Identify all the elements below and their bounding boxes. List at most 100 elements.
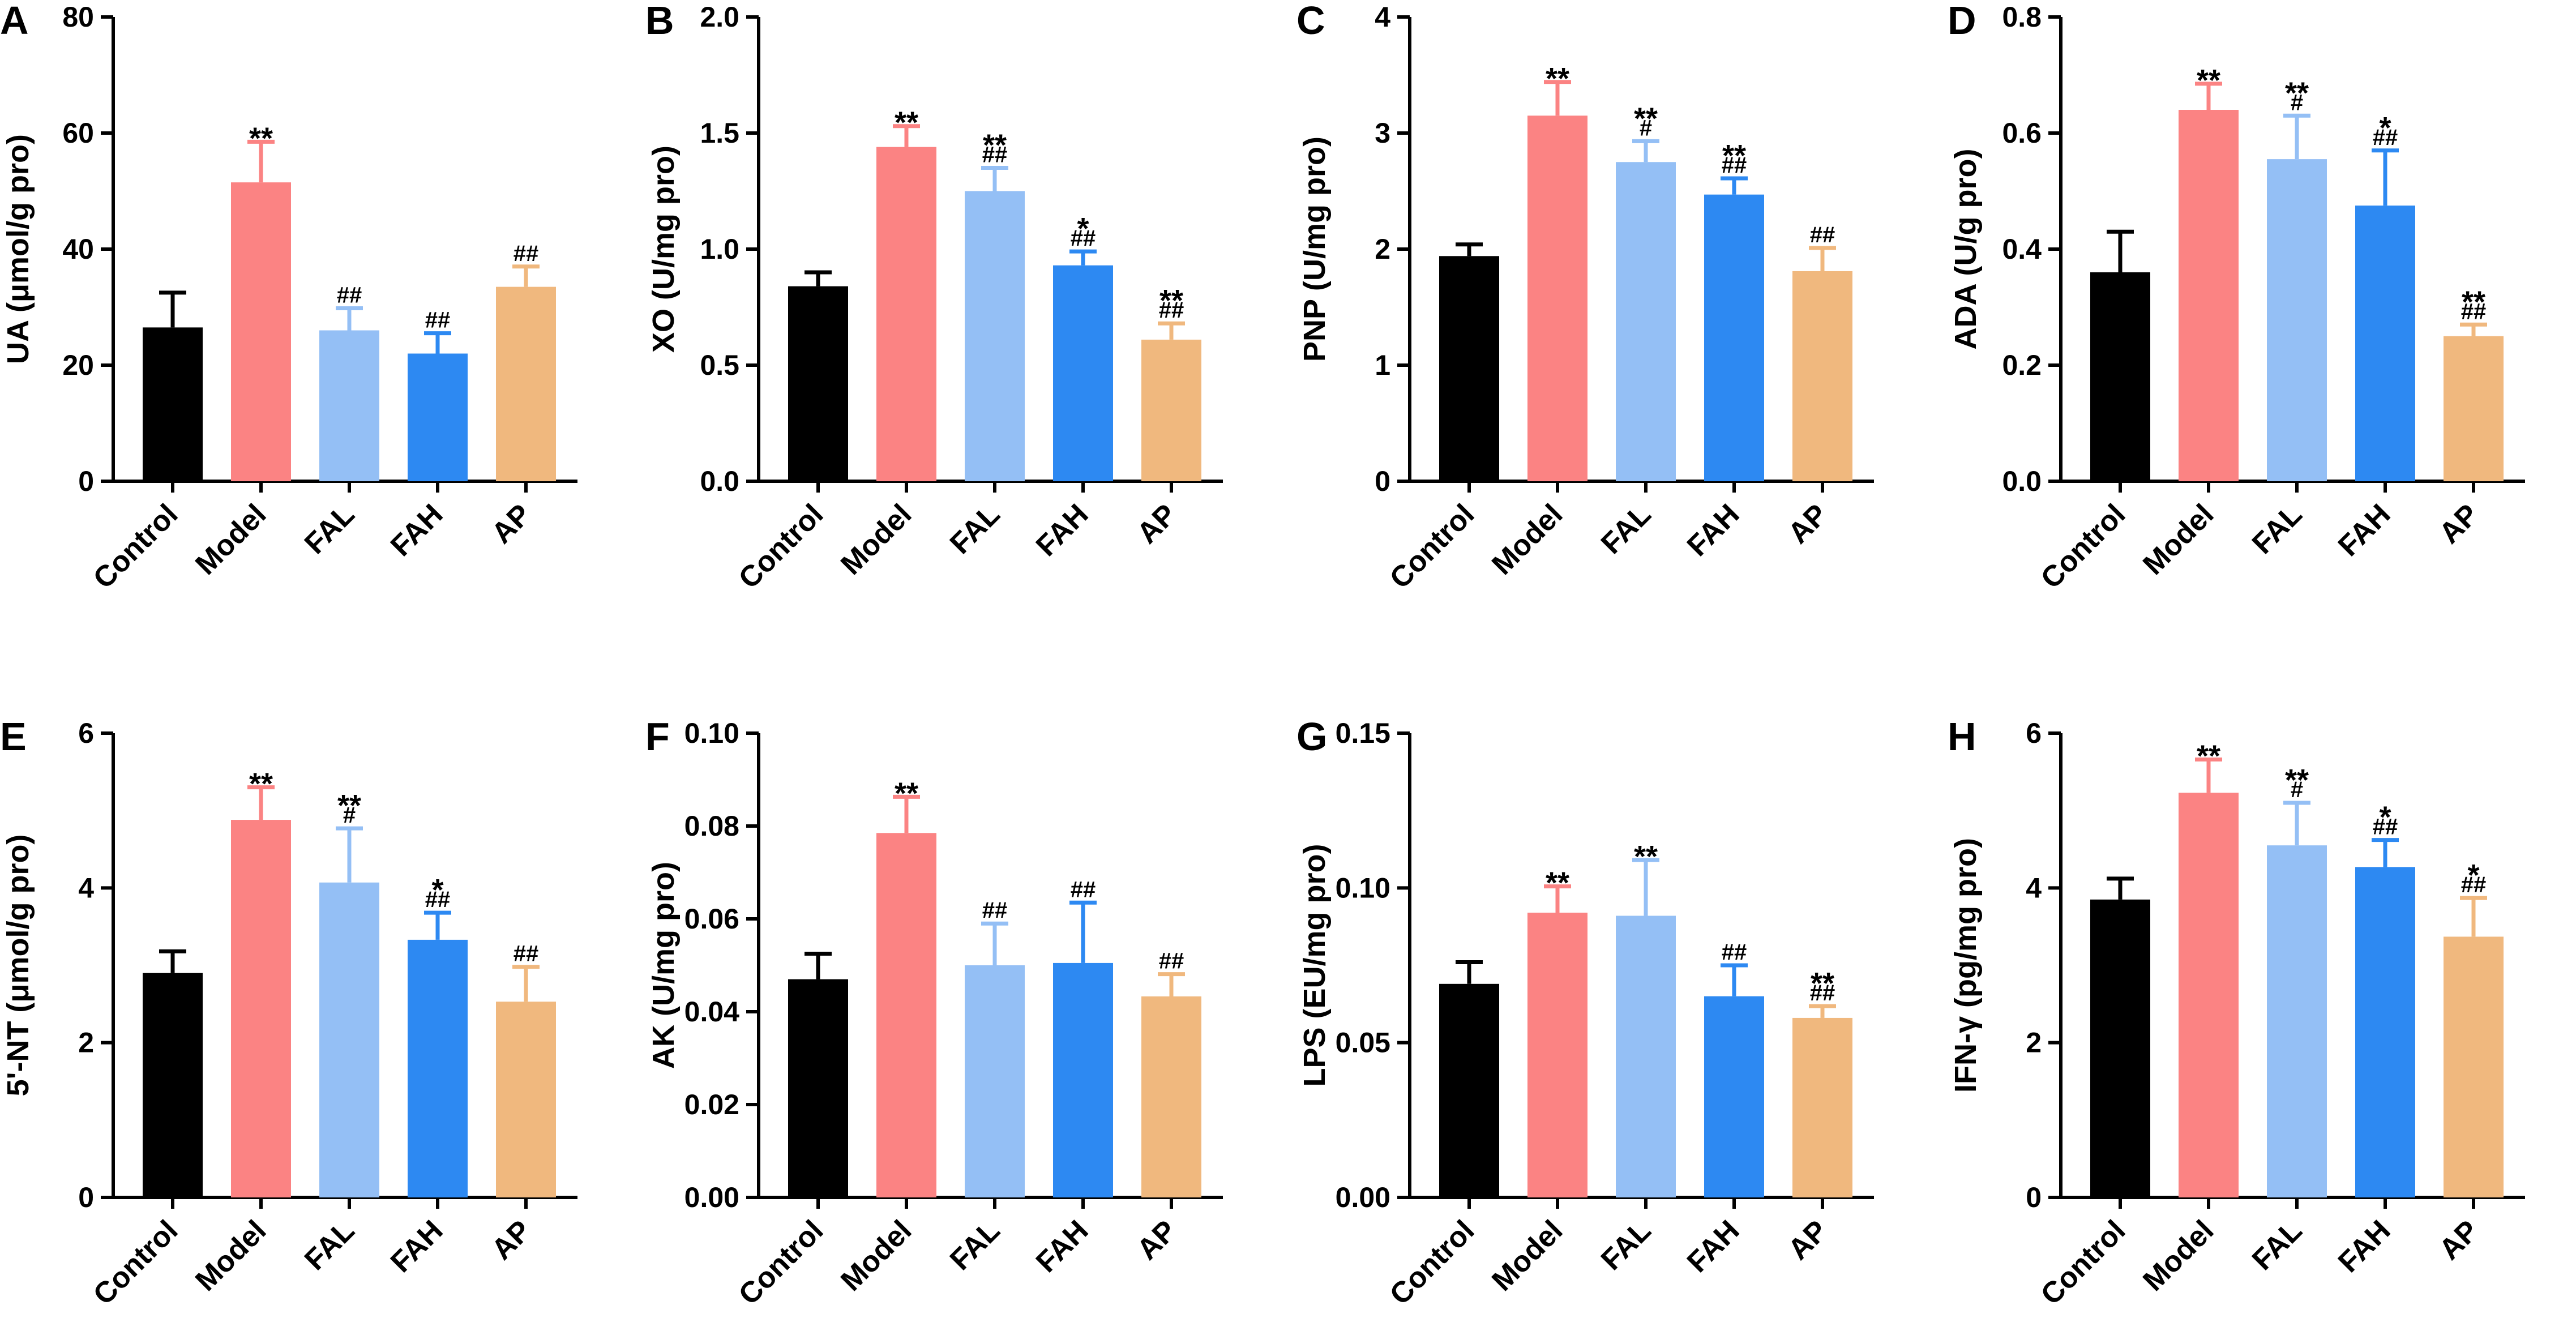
bar-model <box>876 833 936 1197</box>
significance-mark: ** <box>895 776 918 810</box>
y-tick-label: 2 <box>2026 1027 2042 1059</box>
significance-mark: * <box>431 873 443 907</box>
significance-mark: ** <box>983 129 1007 162</box>
bar-ap <box>2444 336 2504 481</box>
panel-label: B <box>645 0 674 42</box>
x-category-label: AP <box>1131 1214 1183 1266</box>
y-axis-title: AK (U/mg pro) <box>647 862 681 1069</box>
bar-control <box>2090 272 2150 481</box>
panel-label: G <box>1296 714 1327 759</box>
x-category-label: FAH <box>1030 1214 1095 1279</box>
hash-mark: ## <box>982 898 1008 923</box>
bar-control <box>143 327 203 481</box>
significance-mark: * <box>2467 858 2479 892</box>
y-tick-label: 0.10 <box>684 717 739 749</box>
x-category-label: FAL <box>2246 498 2308 560</box>
bar-model <box>2179 793 2239 1197</box>
bar-control <box>143 973 203 1197</box>
y-axis-title: IFN-γ (pg/mg pro) <box>1949 838 1983 1093</box>
hash-mark: ## <box>982 143 1008 168</box>
x-category-label: AP <box>2433 498 2485 550</box>
y-axis-title: XO (U/mg pro) <box>647 146 681 353</box>
bar-ap <box>1141 339 1201 481</box>
significance-mark: ** <box>895 106 918 140</box>
panel-label: H <box>1948 714 1976 759</box>
bar-fal <box>1616 915 1676 1197</box>
bar-fah <box>2355 867 2415 1197</box>
panel-label: E <box>0 714 27 759</box>
x-category-label: FAH <box>1681 1214 1746 1279</box>
bar-fal <box>319 882 379 1197</box>
panel-label: A <box>0 0 29 42</box>
x-category-label: AP <box>1131 498 1183 550</box>
y-tick-label: 60 <box>62 117 94 149</box>
bar-control <box>1439 256 1499 481</box>
bar-model <box>1527 115 1587 481</box>
y-tick-label: 4 <box>1375 1 1390 33</box>
y-tick-label: 0.02 <box>684 1089 739 1120</box>
bar-fal <box>965 965 1025 1197</box>
y-tick-label: 0.06 <box>684 903 739 935</box>
y-tick-label: 0.6 <box>2002 117 2042 149</box>
x-category-label: Control <box>733 1214 830 1311</box>
significance-mark: * <box>2379 111 2391 145</box>
x-category-label: FAL <box>2246 1214 2308 1276</box>
hash-mark: ## <box>2373 125 2398 150</box>
hash-mark: # <box>1640 115 1652 140</box>
bar-fah <box>1053 265 1113 481</box>
bar-fal <box>2267 845 2327 1197</box>
y-tick-label: 1.5 <box>700 117 739 149</box>
chart-panel-g: G LPS (EU/mg pro) 0.00 0.05 0.10 0.15 Control *… <box>1296 714 1874 1311</box>
x-category-label: Control <box>1384 498 1481 595</box>
hash-mark: # <box>2291 90 2303 115</box>
y-tick-label: 0.00 <box>1336 1182 1390 1213</box>
x-category-label: Model <box>835 1214 918 1297</box>
bar-model <box>231 182 291 481</box>
significance-mark: ** <box>2285 763 2309 797</box>
significance-mark: ** <box>1634 101 1658 135</box>
x-category-label: Model <box>835 498 918 581</box>
x-category-label: FAL <box>944 498 1006 560</box>
bar-model <box>1527 913 1587 1197</box>
x-category-label: FAH <box>2332 498 2397 563</box>
hash-mark: ## <box>425 308 451 333</box>
bar-control <box>1439 983 1499 1197</box>
y-tick-label: 0.00 <box>684 1182 739 1213</box>
bar-fah <box>408 353 468 481</box>
hash-mark: ## <box>2373 815 2398 840</box>
bar-fah <box>1053 962 1113 1197</box>
y-tick-label: 6 <box>2026 717 2042 749</box>
x-category-label: Control <box>87 498 185 595</box>
panel-label: C <box>1296 0 1325 42</box>
x-category-label: AP <box>485 1214 537 1266</box>
y-tick-label: 0.2 <box>2002 349 2042 381</box>
hash-mark: ## <box>2461 299 2487 324</box>
x-category-label: Model <box>2137 1214 2220 1297</box>
x-category-label: FAH <box>384 498 450 563</box>
y-tick-label: 3 <box>1375 117 1390 149</box>
x-category-label: FAL <box>1595 1214 1657 1276</box>
significance-mark: ** <box>1634 840 1658 874</box>
bar-ap <box>496 1002 556 1197</box>
x-category-label: FAH <box>1030 498 1095 563</box>
y-tick-label: 0 <box>1375 465 1390 497</box>
hash-mark: ## <box>1722 153 1747 178</box>
hash-mark: ## <box>514 942 539 966</box>
bar-ap <box>1141 996 1201 1197</box>
x-category-label: AP <box>1782 498 1834 550</box>
bar-control <box>788 286 848 481</box>
y-tick-label: 2 <box>1375 233 1390 265</box>
y-tick-label: 6 <box>78 717 94 749</box>
chart-panel-d: D ADA (U/g pro) 0.0 0.2 0.4 0.6 0.8 Control ** Mo… <box>1948 0 2525 595</box>
hash-mark: # <box>343 803 356 828</box>
y-tick-label: 0 <box>78 465 94 497</box>
y-tick-label: 0.10 <box>1336 872 1390 904</box>
hash-mark: ## <box>1159 949 1184 974</box>
significance-mark: * <box>2379 801 2391 835</box>
significance-mark: ** <box>2285 76 2309 110</box>
y-tick-label: 0.4 <box>2002 233 2042 265</box>
hash-mark: ## <box>1722 940 1747 965</box>
chart-panel-b: B XO (U/mg pro) 0.0 0.5 1.0 1.5 2.0 Control ** Mo… <box>645 0 1223 595</box>
